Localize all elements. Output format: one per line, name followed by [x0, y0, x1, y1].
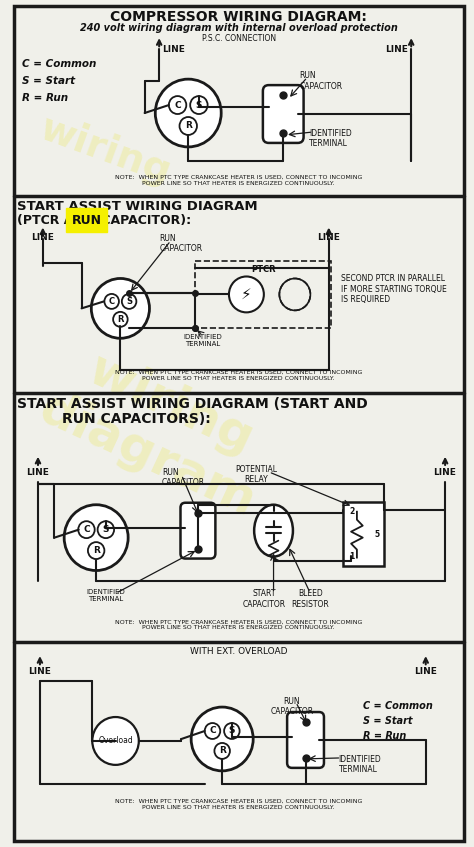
Circle shape	[155, 79, 221, 147]
Text: wiring
diagram: wiring diagram	[31, 334, 287, 526]
Circle shape	[190, 96, 208, 114]
Text: R: R	[185, 121, 191, 130]
Text: NOTE:  WHEN PTC TYPE CRANKCASE HEATER IS USED, CONNECT TO INCOMING
POWER LINE SO: NOTE: WHEN PTC TYPE CRANKCASE HEATER IS …	[115, 174, 362, 185]
Text: IDENTIFIED
TERMINAL: IDENTIFIED TERMINAL	[86, 590, 125, 602]
Text: R = Run: R = Run	[363, 731, 406, 741]
Text: START ASSIST WIRING DIAGRAM: START ASSIST WIRING DIAGRAM	[17, 200, 257, 213]
Text: LINE: LINE	[31, 233, 54, 241]
Text: 1: 1	[349, 551, 355, 561]
FancyBboxPatch shape	[263, 85, 303, 143]
Text: S: S	[102, 525, 109, 534]
Bar	[195, 261, 331, 329]
Text: Overload: Overload	[98, 736, 133, 745]
Text: LINE: LINE	[317, 233, 340, 241]
Text: NOTE:  WHEN PTC TYPE CRANKCASE HEATER IS USED, CONNECT TO INCOMING
POWER LINE SO: NOTE: WHEN PTC TYPE CRANKCASE HEATER IS …	[115, 619, 362, 630]
Circle shape	[104, 294, 119, 309]
Circle shape	[64, 505, 128, 571]
Text: ⚡: ⚡	[241, 287, 252, 302]
Text: S: S	[196, 101, 202, 109]
Circle shape	[214, 743, 230, 759]
Text: C: C	[109, 297, 115, 306]
Bar	[343, 501, 384, 566]
Text: R: R	[93, 546, 100, 555]
Circle shape	[169, 96, 186, 114]
Text: R: R	[117, 315, 124, 324]
Text: 2: 2	[349, 507, 355, 516]
Circle shape	[205, 723, 220, 739]
Circle shape	[229, 276, 264, 313]
Text: 240 volt wiring diagram with internal overload protection: 240 volt wiring diagram with internal ov…	[80, 24, 398, 33]
Circle shape	[180, 117, 197, 135]
Circle shape	[113, 312, 128, 327]
Circle shape	[224, 723, 240, 739]
Text: C = Common: C = Common	[21, 59, 96, 69]
Circle shape	[191, 707, 253, 771]
Text: COMPRESSOR WIRING DIAGRAM:: COMPRESSOR WIRING DIAGRAM:	[110, 10, 367, 25]
Text: START
CAPACITOR: START CAPACITOR	[242, 590, 285, 609]
Text: C: C	[83, 525, 90, 534]
Circle shape	[78, 521, 95, 538]
Text: RUN CAPACITORS):: RUN CAPACITORS):	[62, 412, 211, 426]
Text: PTCR: PTCR	[251, 264, 276, 274]
Text: CAPACITOR):: CAPACITOR):	[97, 213, 191, 227]
Text: RUN
CAPACITOR: RUN CAPACITOR	[159, 234, 202, 253]
Text: NOTE:  WHEN PTC TYPE CRANKCASE HEATER IS USED, CONNECT TO INCOMING
POWER LINE SO: NOTE: WHEN PTC TYPE CRANKCASE HEATER IS …	[115, 799, 362, 810]
Circle shape	[122, 294, 137, 309]
Text: LINE: LINE	[27, 468, 49, 477]
Text: SECOND PTCR IN PARALLEL
IF MORE STARTING TORQUE
IS REQUIRED: SECOND PTCR IN PARALLEL IF MORE STARTING…	[341, 274, 447, 304]
Text: LINE: LINE	[434, 468, 456, 477]
Text: RUN
CAPACITOR: RUN CAPACITOR	[270, 697, 313, 717]
Text: S: S	[126, 297, 132, 306]
Circle shape	[92, 717, 139, 765]
Text: LINE: LINE	[162, 45, 185, 54]
Text: IDENTIFIED
TERMINAL: IDENTIFIED TERMINAL	[183, 335, 222, 347]
Text: BLEED
RESISTOR: BLEED RESISTOR	[292, 590, 329, 609]
Text: S: S	[228, 727, 235, 735]
Ellipse shape	[254, 505, 293, 556]
Text: POTENTIAL
RELAY: POTENTIAL RELAY	[235, 465, 277, 484]
Text: IDENTIFIED
TERMINAL: IDENTIFIED TERMINAL	[310, 129, 352, 148]
Text: R: R	[219, 746, 226, 756]
Text: C = Common: C = Common	[363, 701, 433, 711]
Text: WITH EXT. OVERLOAD: WITH EXT. OVERLOAD	[190, 647, 287, 656]
Text: RUN
CAPACITOR: RUN CAPACITOR	[162, 468, 205, 487]
Text: 5: 5	[374, 529, 380, 539]
Text: LINE: LINE	[385, 45, 408, 54]
FancyBboxPatch shape	[287, 712, 324, 768]
Text: P.S.C. CONNECTION: P.S.C. CONNECTION	[201, 34, 276, 43]
Text: S = Start: S = Start	[21, 76, 74, 86]
Text: LINE: LINE	[28, 667, 51, 676]
Text: RUN: RUN	[72, 213, 102, 227]
Circle shape	[98, 521, 114, 538]
Text: R = Run: R = Run	[21, 93, 68, 103]
Circle shape	[88, 542, 104, 559]
Text: IDENTIFIED
TERMINAL: IDENTIFIED TERMINAL	[338, 755, 381, 774]
Text: NOTE:  WHEN PTC TYPE CRANKCASE HEATER IS USED, CONNECT TO INCOMING
POWER LINE SO: NOTE: WHEN PTC TYPE CRANKCASE HEATER IS …	[115, 370, 362, 381]
Text: (PTCR AND: (PTCR AND	[17, 213, 98, 227]
Text: C: C	[174, 101, 181, 109]
Text: wiring: wiring	[35, 109, 177, 192]
Text: C: C	[209, 727, 216, 735]
Circle shape	[91, 279, 149, 338]
Text: LINE: LINE	[414, 667, 437, 676]
Text: START ASSIST WIRING DIAGRAM (START AND: START ASSIST WIRING DIAGRAM (START AND	[17, 397, 367, 411]
FancyBboxPatch shape	[181, 503, 215, 558]
Text: S = Start: S = Start	[363, 716, 412, 726]
Text: RUN
CAPACITOR: RUN CAPACITOR	[300, 71, 343, 91]
